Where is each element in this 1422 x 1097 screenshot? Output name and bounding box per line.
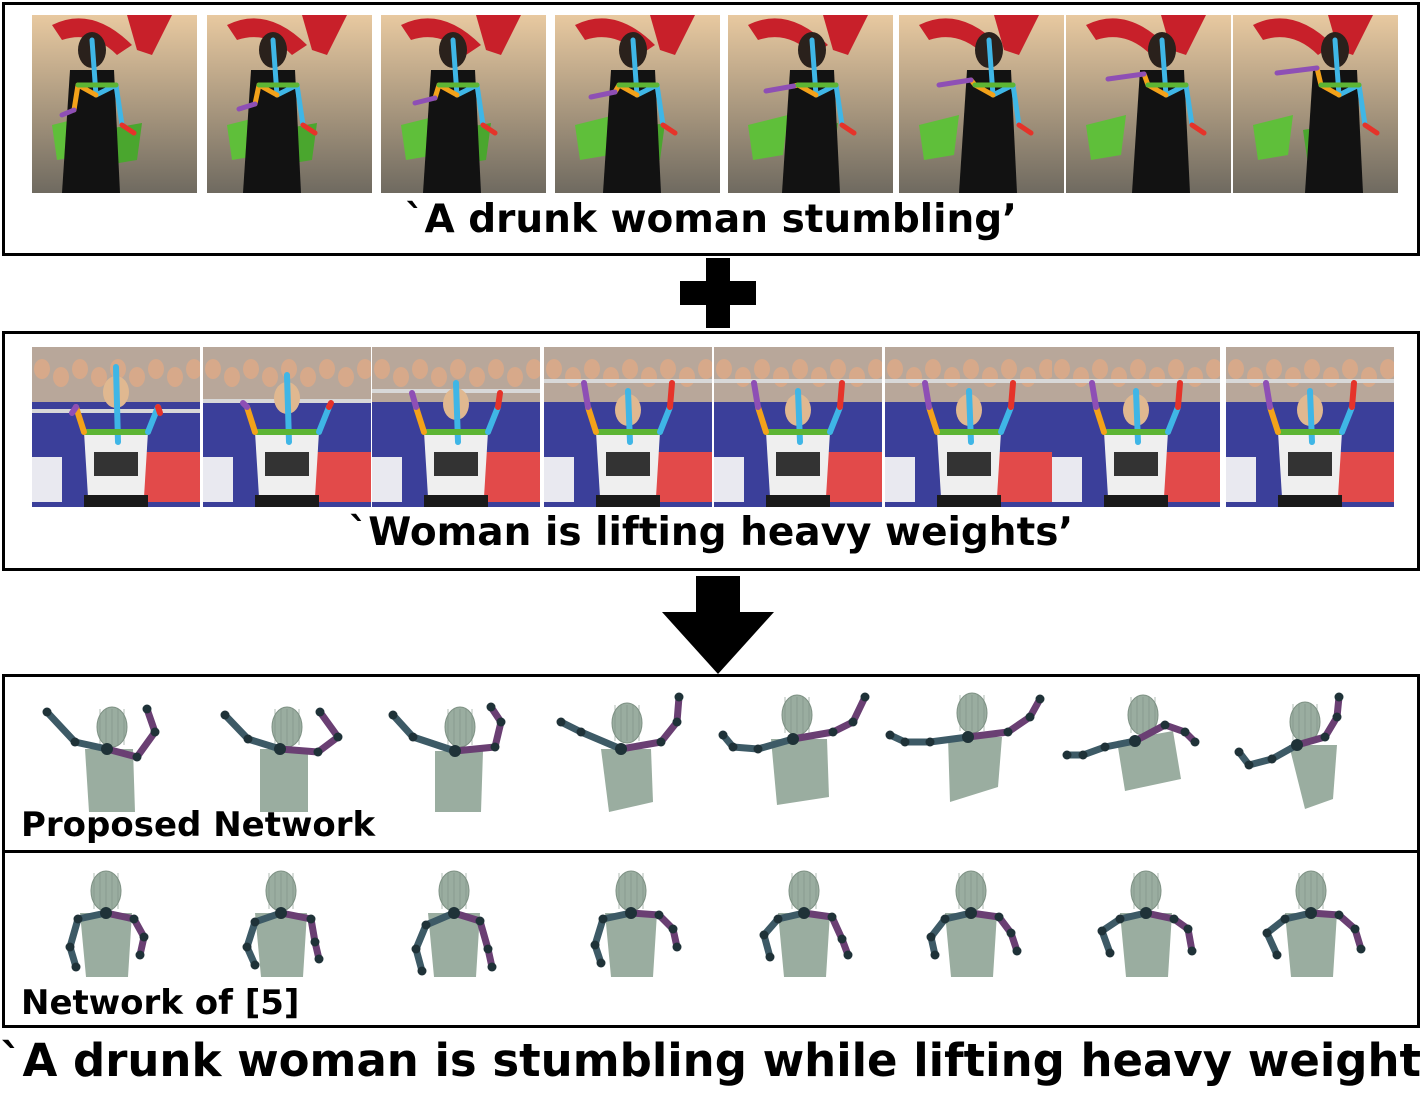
baseline-stick-figure bbox=[1097, 870, 1197, 977]
proposed-stick-figure bbox=[556, 692, 684, 812]
source-b-panel: `Woman is lifting heavy weights’ bbox=[2, 331, 1420, 571]
plus-icon bbox=[680, 258, 756, 328]
source-a-caption: `A drunk woman stumbling’ bbox=[405, 197, 1017, 242]
source-a-panel: `A drunk woman stumbling’ bbox=[2, 2, 1420, 256]
baseline-stick-figure bbox=[1262, 870, 1366, 977]
drunk-frame bbox=[1066, 15, 1231, 193]
drunk-frame bbox=[381, 15, 546, 193]
proposed-stick-figure bbox=[885, 692, 1045, 802]
lifting-frame bbox=[1226, 347, 1394, 507]
source-b-caption: `Woman is lifting heavy weights’ bbox=[348, 510, 1074, 555]
drunk-frame bbox=[207, 15, 372, 193]
results-divider bbox=[5, 850, 1417, 853]
drunk-frame bbox=[1233, 15, 1398, 193]
lifting-frame bbox=[203, 347, 371, 507]
lifting-frame bbox=[885, 347, 1053, 507]
lifting-frame bbox=[1052, 347, 1220, 507]
proposed-stick-figure bbox=[42, 704, 160, 812]
baseline-stick-figure bbox=[759, 870, 853, 977]
lifting-frame bbox=[32, 347, 200, 507]
baseline-stick-figure bbox=[411, 870, 497, 977]
drunk-frame bbox=[555, 15, 720, 193]
drunk-frame bbox=[32, 15, 197, 193]
baseline-stick-figure bbox=[65, 870, 149, 977]
baseline-stick-figure bbox=[242, 870, 324, 977]
proposed-stick-figure bbox=[388, 702, 506, 812]
proposed-stick-figure bbox=[220, 706, 343, 812]
proposed-stick-figure bbox=[718, 692, 870, 805]
final-caption: `A drunk woman is stumbling while liftin… bbox=[0, 1034, 1422, 1087]
proposed-stick-figure bbox=[1062, 694, 1200, 791]
baseline-label: Network of [5] bbox=[21, 983, 300, 1023]
lifting-frame bbox=[372, 347, 540, 507]
lifting-frame bbox=[714, 347, 882, 507]
proposed-stick-figure bbox=[1234, 692, 1344, 809]
drunk-frame bbox=[899, 15, 1064, 193]
baseline-stick-figure bbox=[590, 870, 682, 977]
results-panel: Proposed Network Network of [5] bbox=[2, 674, 1420, 1028]
lifting-frame bbox=[544, 347, 712, 507]
arrow-down-icon bbox=[662, 576, 774, 674]
baseline-stick-figure bbox=[926, 870, 1022, 977]
drunk-frame bbox=[728, 15, 893, 193]
proposed-label: Proposed Network bbox=[21, 805, 376, 845]
